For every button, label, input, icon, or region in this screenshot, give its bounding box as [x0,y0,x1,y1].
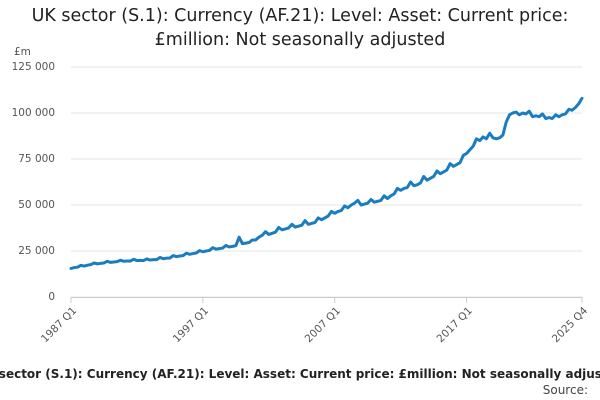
x-tick-label: 2017 Q1 [435,305,475,345]
y-tick-label: 100 000 [12,107,55,119]
caption: UK sector (S.1): Currency (AF.21): Level… [0,367,600,381]
y-tick-label: 125 000 [12,61,55,73]
y-axis-label: £m [14,46,31,58]
data-line [69,96,584,270]
x-tick-label: 2007 Q1 [303,305,343,345]
x-tick-label: 2025 Q4 [550,305,591,346]
chart-title: UK sector (S.1): Currency (AF.21): Level… [31,6,569,50]
y-tick-label: 50 000 [18,199,55,211]
y-tick-label: 25 000 [18,245,55,257]
source: Source: [542,383,588,397]
y-tick-label: 0 [48,291,55,303]
y-tick-label: 75 000 [18,153,55,165]
x-tick-label: 1987 Q1 [39,305,79,345]
x-tick-label: 1997 Q1 [171,305,211,345]
